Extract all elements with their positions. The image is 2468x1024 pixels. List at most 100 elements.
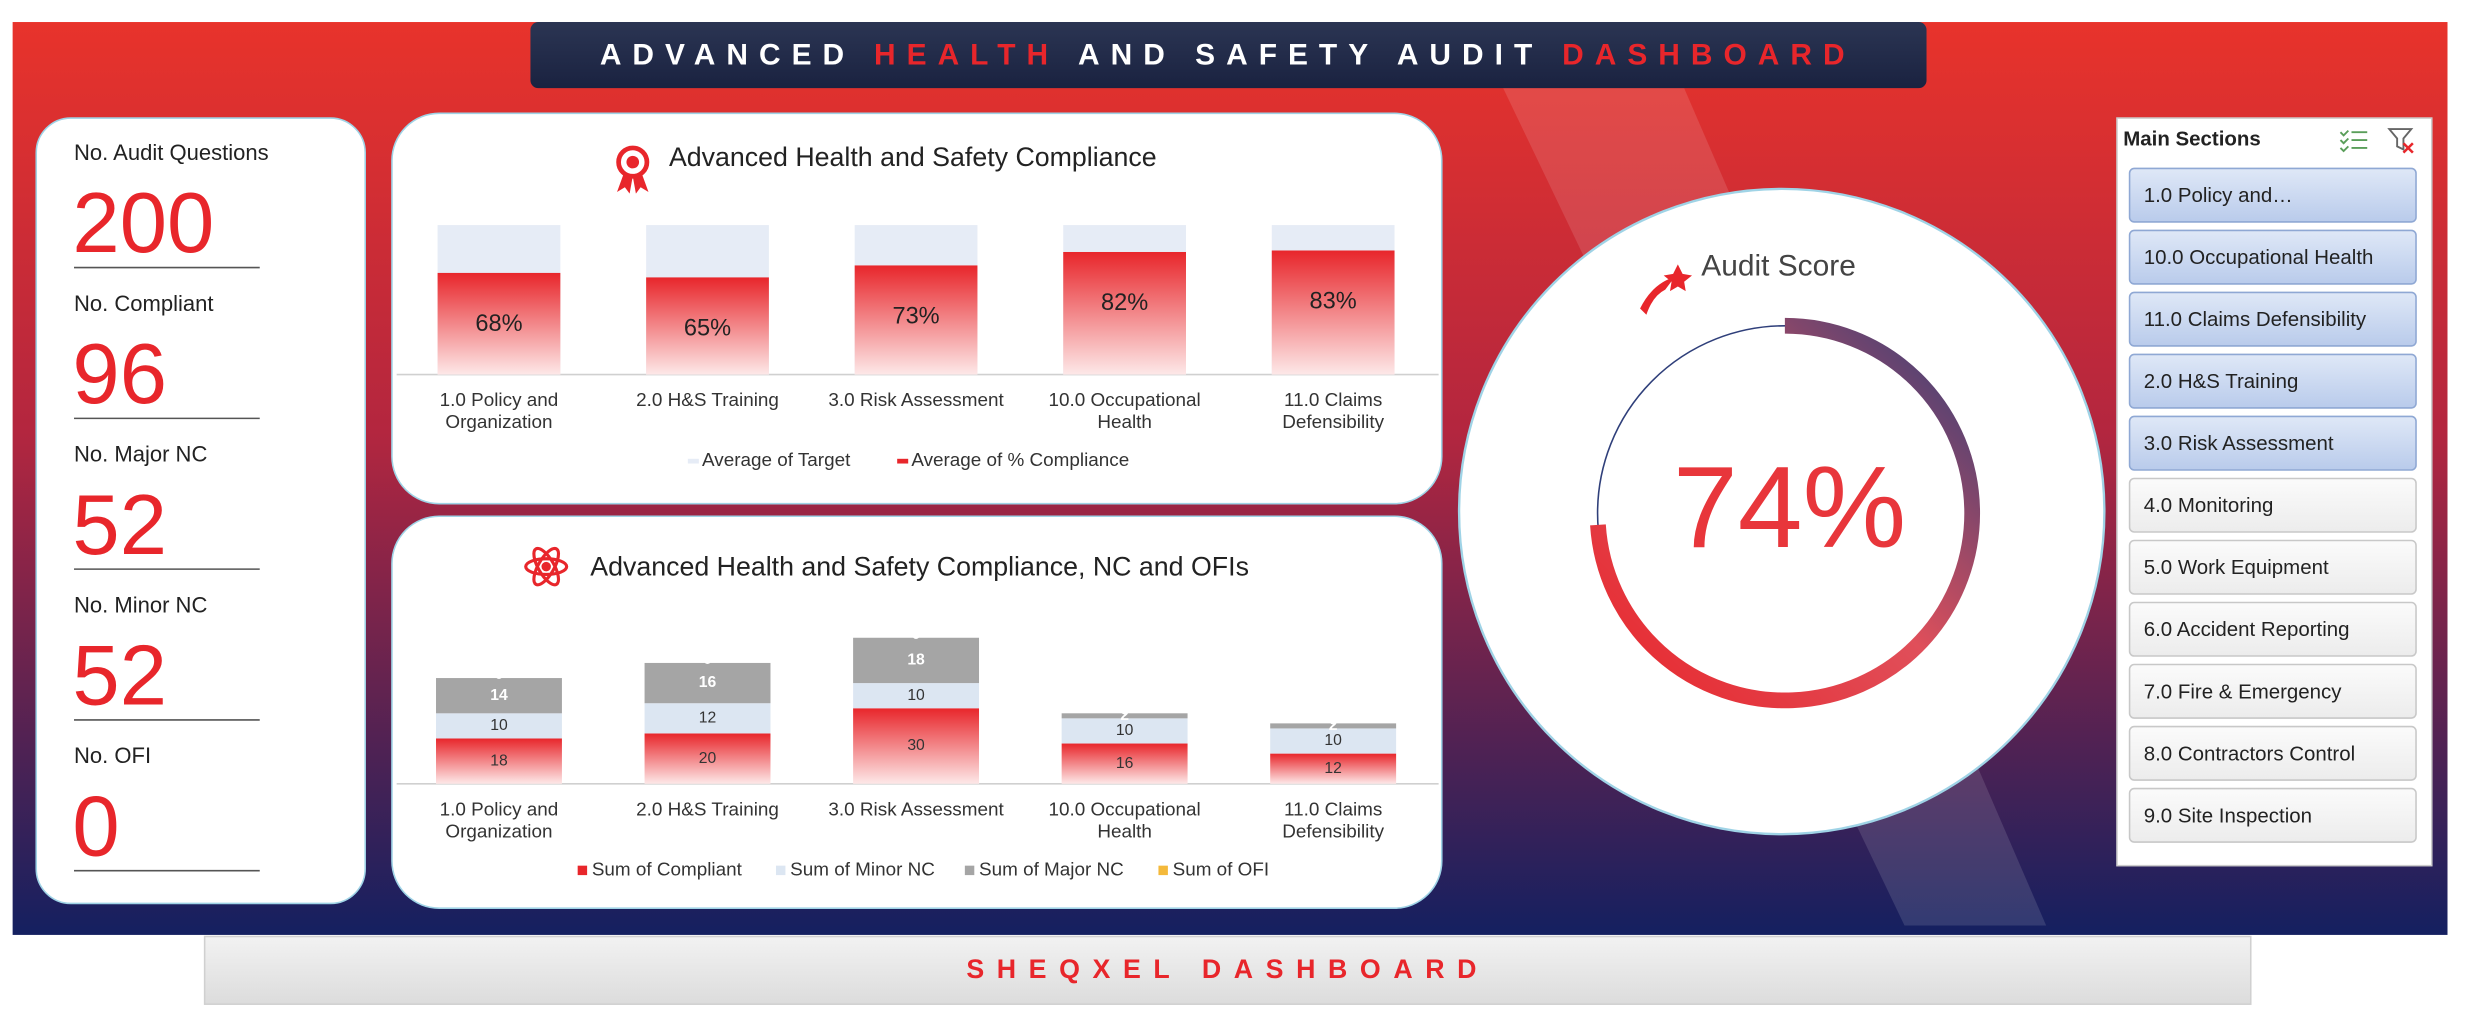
slicer-item-label[interactable]: 5.0 Work Equipment [2144, 556, 2329, 579]
bar-segment [1270, 723, 1397, 729]
kpi-group: No. Audit Questions 200 No. Compliant 96 No.… [72, 140, 268, 874]
kpi-label: No. Compliant [74, 291, 213, 316]
x-tick-label-box: 3.0 Risk Assessment [828, 798, 1003, 820]
slicer-item[interactable] [2128, 663, 2417, 719]
bar [437, 272, 561, 375]
slicer-item[interactable] [2128, 601, 2417, 657]
data-label: 18 [490, 752, 508, 769]
data-label: 14 [490, 687, 508, 704]
bar-segment [436, 713, 562, 739]
legend-label: Sum of Minor NC [790, 859, 935, 880]
nc-chart: Advanced Health and Safety Compliance, N… [396, 551, 1439, 880]
kpi-label: No. Minor NC [74, 592, 207, 617]
kpi-label: No. OFI [74, 743, 151, 768]
chart-title: Advanced Health and Safety Compliance, N… [590, 551, 1249, 581]
footer-text: SHEQXEL DASHBOARD [966, 954, 1489, 984]
kpi-value: 52 [72, 478, 167, 573]
slicer-item-label[interactable]: 6.0 Accident Reporting [2144, 618, 2350, 641]
slicer-item-label[interactable]: 7.0 Fire & Emergency [2144, 680, 2343, 703]
x-tick-label-box: 10.0 Occupational Health [1048, 797, 1201, 843]
x-tick-label-box: 11.0 Claims Defensibility [1282, 388, 1385, 433]
slicer-item-label[interactable]: 11.0 Claims Defensibility [2144, 308, 2367, 331]
data-label: 0 [912, 626, 921, 643]
kpi-value: 96 [72, 327, 167, 422]
legend-swatch [687, 458, 699, 464]
bar-segment [436, 678, 562, 714]
bar-segment [1061, 718, 1188, 744]
slicer-item[interactable] [2128, 353, 2417, 409]
gauge-title: Audit Score [1701, 249, 1856, 282]
data-label: 12 [699, 709, 716, 726]
slicer-multiselect-icon[interactable] [2339, 129, 2368, 153]
data-label: 16 [699, 674, 717, 691]
legend-label: Sum of Compliant [592, 859, 743, 880]
title-bar [530, 22, 1927, 89]
slicer-item[interactable] [2128, 477, 2417, 533]
legend-label: Sum of OFI [1173, 859, 1269, 880]
slicer-item-label[interactable]: 9.0 Site Inspection [2144, 804, 2312, 827]
x-tick-label-box: 11.0 Claims Defensibility [1282, 798, 1384, 842]
kpi-panel [35, 117, 366, 905]
bar-segment [436, 738, 562, 784]
gauge-value: 74% [1673, 442, 1906, 572]
data-label: 0 [703, 651, 712, 668]
legend-swatch [577, 865, 588, 876]
bar [1271, 250, 1395, 375]
data-label: 73% [892, 304, 939, 330]
slicer-item[interactable] [2128, 725, 2417, 781]
dashboard-title: ADVANCED HEALTH AND SAFETY AUDIT DASHBOARD [600, 39, 1856, 72]
x-tick-label: 2.0 H&S Training [636, 388, 779, 411]
data-label: 0 [1120, 701, 1129, 718]
slicer-item-label[interactable]: 2.0 H&S Training [2144, 370, 2299, 393]
slicer-item-label[interactable]: 3.0 Risk Assessment [2144, 432, 2334, 455]
slicer-item[interactable] [2128, 787, 2417, 843]
slicer-item[interactable] [2128, 539, 2417, 595]
bar [1063, 251, 1186, 375]
legend-swatch [775, 865, 786, 876]
x-tick-label-box: 10.0 Occupational Health [1048, 388, 1201, 433]
x-tick-label-box: 2.0 H&S Training [636, 797, 779, 821]
x-tick-label: 2.0 H&S Training [636, 797, 779, 821]
data-label: 65% [684, 316, 731, 342]
slicer-item-label[interactable]: 8.0 Contractors Control [2144, 742, 2355, 765]
footer-bar [203, 935, 2252, 1005]
slicer-item[interactable] [2128, 291, 2417, 347]
kpi-value: 52 [72, 629, 167, 724]
data-label: 2 [1329, 717, 1338, 734]
x-tick-label: 10.0 Occupational Health [1048, 797, 1201, 843]
slicer-item[interactable] [2128, 415, 2417, 471]
bar-segment [853, 683, 980, 709]
bar-segment [1061, 713, 1188, 719]
x-tick-label: 1.0 Policy and Organization [439, 388, 559, 433]
bar-segment [644, 703, 771, 734]
gauge: Audit Score 74% [1590, 249, 1981, 709]
data-label: 0 [1329, 711, 1338, 728]
x-tick-label: 3.0 Risk Assessment [828, 388, 1004, 411]
slicer-item-label[interactable]: 4.0 Monitoring [2144, 494, 2274, 517]
kpi-label: No. Audit Questions [74, 140, 269, 165]
chart-title: Advanced Health and Safety Compliance [669, 142, 1157, 172]
star-icon [1640, 264, 1693, 315]
title-part: HEALTH [874, 39, 1059, 72]
slicer-item-label[interactable]: 1.0 Policy and… [2144, 184, 2293, 207]
slicer-clear-icon[interactable] [2387, 128, 2414, 154]
gauge-panel [1457, 187, 2106, 836]
slicer-item[interactable] [2128, 229, 2417, 285]
x-tick-label-box: 1.0 Policy and Organization [440, 798, 559, 842]
legend-swatch [1158, 865, 1168, 876]
slicer: Main Sections 1.0 Policy and… 10.0 Occupat… [2123, 127, 2417, 843]
kpi-label: No. Major NC [74, 442, 207, 467]
data-label: 10 [1324, 732, 1342, 749]
legend-swatch [897, 458, 909, 464]
data-label: 0 [495, 666, 504, 683]
legend-swatch [964, 865, 975, 876]
x-tick-label: 10.0 Occupational Health [1048, 388, 1201, 433]
bar-segment [644, 733, 771, 784]
slicer-item-label[interactable]: 10.0 Occupational Health [2144, 246, 2374, 269]
x-tick-label: 11.0 Claims Defensibility [1282, 388, 1385, 433]
slicer-item[interactable] [2128, 167, 2417, 223]
data-label: 10 [907, 687, 925, 704]
data-label: 10 [1116, 722, 1134, 739]
title-part: AND SAFETY AUDIT [1078, 39, 1543, 72]
